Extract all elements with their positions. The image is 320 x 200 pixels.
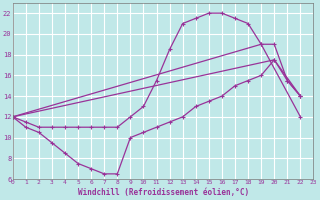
X-axis label: Windchill (Refroidissement éolien,°C): Windchill (Refroidissement éolien,°C) <box>77 188 249 197</box>
